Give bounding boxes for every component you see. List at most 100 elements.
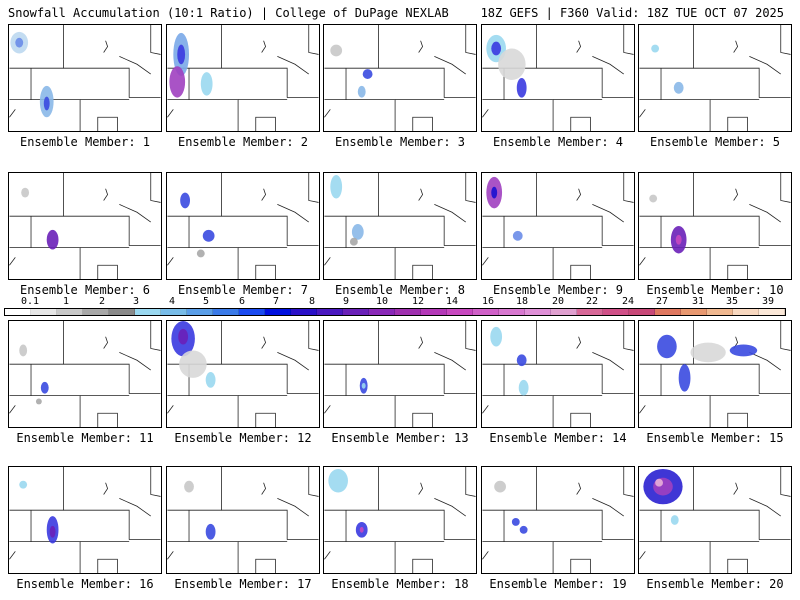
snowfall-shading xyxy=(511,518,520,526)
boundary-line xyxy=(727,558,748,573)
ensemble-member-label: Ensemble Member: 17 xyxy=(174,577,312,591)
boundary-line xyxy=(97,116,118,131)
boundary-line xyxy=(189,395,239,427)
panel-map xyxy=(324,25,476,131)
boundary-line xyxy=(693,509,760,540)
ensemble-panel xyxy=(323,320,477,428)
boundary-line xyxy=(255,264,276,279)
boundary-line xyxy=(693,215,760,246)
boundary-line xyxy=(150,173,161,203)
panel-map xyxy=(9,321,161,427)
colorbar-tick-label: 39 xyxy=(761,296,775,307)
boundary-line xyxy=(482,216,505,248)
boundary-line xyxy=(9,216,32,248)
boundary-line xyxy=(189,99,239,131)
boundary-line xyxy=(9,321,64,365)
colorbar-swatch xyxy=(109,309,135,315)
snowfall-shading xyxy=(15,37,24,48)
ensemble-member-label: Ensemble Member: 7 xyxy=(177,283,309,297)
ensemble-member-label: Ensemble Member: 12 xyxy=(174,431,312,445)
colorbar-swatch xyxy=(681,309,707,315)
snowfall-shading xyxy=(673,81,684,94)
boundary-line xyxy=(221,215,288,246)
boundary-line xyxy=(167,405,174,414)
ensemble-member-label: Ensemble Member: 14 xyxy=(489,431,627,445)
colorbar-tick-label: 6 xyxy=(238,296,246,307)
colorbar-tick-label: 22 xyxy=(585,296,599,307)
colorbar-swatch xyxy=(187,309,213,315)
colorbar-tick-label: 16 xyxy=(481,296,495,307)
boundary-line xyxy=(119,498,151,517)
boundary-line xyxy=(9,68,32,100)
boundary-line xyxy=(261,188,267,201)
colorbar-swatch xyxy=(213,309,239,315)
panel-map xyxy=(482,25,634,131)
colorbar-tick-label: 35 xyxy=(725,296,739,307)
boundary-line xyxy=(639,173,694,217)
boundary-line xyxy=(119,352,151,371)
boundary-line xyxy=(504,541,554,573)
colorbar-swatch xyxy=(577,309,603,315)
boundary-line xyxy=(592,56,624,75)
boundary-line xyxy=(167,109,174,118)
ensemble-member-label: Ensemble Member: 16 xyxy=(16,577,154,591)
snowfall-shading xyxy=(35,398,42,405)
boundary-line xyxy=(167,257,174,266)
panel-map xyxy=(639,467,791,573)
boundary-line xyxy=(308,467,319,497)
snowfall-shading xyxy=(205,372,216,388)
colorbar-swatch xyxy=(759,309,785,315)
ensemble-member-label: Ensemble Member: 9 xyxy=(492,283,624,297)
boundary-line xyxy=(482,109,489,118)
boundary-line xyxy=(150,321,161,351)
boundary-line xyxy=(418,336,424,349)
snowfall-colorbar xyxy=(4,308,786,316)
boundary-line xyxy=(324,510,347,542)
boundary-line xyxy=(733,188,739,201)
snowfall-shading xyxy=(519,525,528,534)
colorbar-swatch xyxy=(473,309,499,315)
panel-map xyxy=(639,173,791,279)
snowfall-shading xyxy=(349,237,358,246)
colorbar-swatch xyxy=(707,309,733,315)
snowfall-shading xyxy=(729,344,758,357)
colorbar-swatch xyxy=(265,309,291,315)
snowfall-shading xyxy=(40,381,49,394)
boundary-line xyxy=(63,363,130,394)
boundary-line xyxy=(9,173,64,217)
boundary-line xyxy=(308,173,319,203)
boundary-line xyxy=(324,321,379,365)
boundary-line xyxy=(324,364,347,396)
colorbar-swatch xyxy=(343,309,369,315)
boundary-line xyxy=(639,551,646,560)
panel-map xyxy=(639,25,791,131)
boundary-line xyxy=(576,482,582,495)
ensemble-panel xyxy=(638,24,792,132)
snowfall-shading xyxy=(49,525,56,538)
boundary-line xyxy=(324,68,347,100)
boundary-line xyxy=(733,482,739,495)
boundary-line xyxy=(576,188,582,201)
snowfall-shading xyxy=(516,78,527,98)
colorbar-tick-label: 31 xyxy=(691,296,705,307)
boundary-line xyxy=(277,204,309,223)
panel-map xyxy=(9,173,161,279)
boundary-line xyxy=(504,395,554,427)
panel-map xyxy=(324,467,476,573)
boundary-line xyxy=(97,264,118,279)
panel-map xyxy=(482,467,634,573)
ensemble-member-label: Ensemble Member: 5 xyxy=(649,135,781,149)
colorbar-swatch xyxy=(525,309,551,315)
boundary-line xyxy=(570,412,591,427)
snowfall-shading xyxy=(361,382,366,389)
boundary-line xyxy=(346,395,396,427)
snowfall-shading xyxy=(330,44,343,57)
boundary-line xyxy=(31,247,81,279)
colorbar-tick-label: 24 xyxy=(621,296,635,307)
snowfall-shading xyxy=(670,515,679,525)
ensemble-member-label: Ensemble Member: 8 xyxy=(334,283,466,297)
boundary-line xyxy=(661,395,711,427)
ensemble-panel xyxy=(638,466,792,574)
snowfall-shading xyxy=(490,326,503,347)
boundary-line xyxy=(639,257,646,266)
